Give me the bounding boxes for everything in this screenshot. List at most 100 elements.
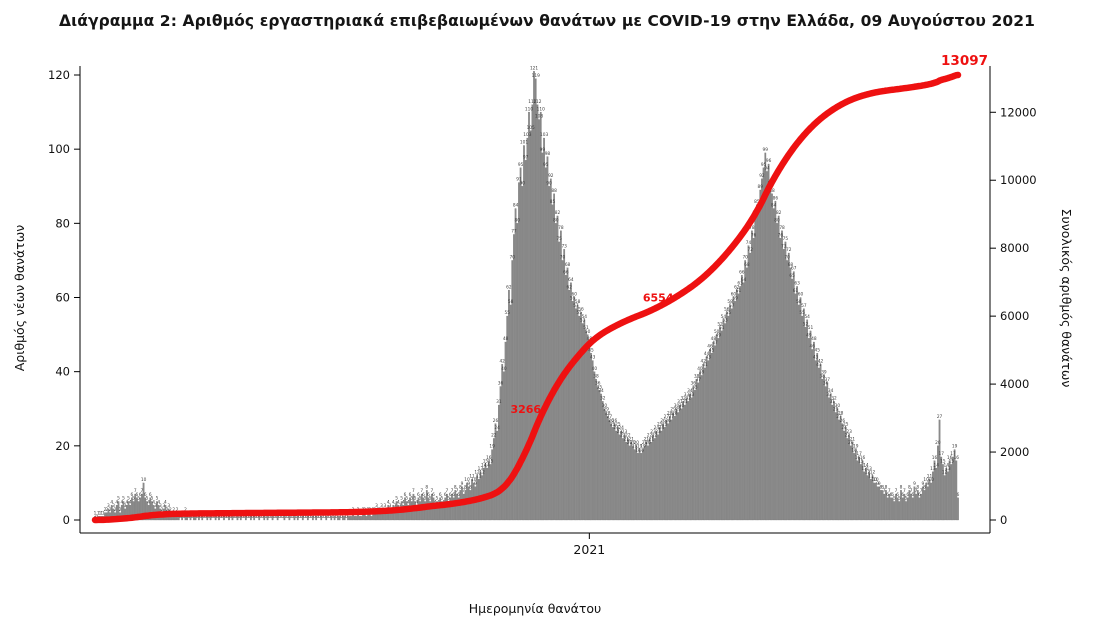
- bar-value-label: 30: [602, 403, 608, 409]
- bar-value-label: 6: [404, 492, 407, 498]
- bar-value-label: 58: [508, 299, 514, 305]
- bar-value-label: 5: [146, 496, 149, 502]
- right-tick-label: 8000: [1000, 241, 1029, 255]
- bar-value-label: 5: [414, 496, 417, 502]
- bar: [903, 493, 906, 521]
- bar-value-label: 41: [702, 362, 708, 368]
- bar: [695, 378, 698, 521]
- bar-value-label: 12: [865, 470, 871, 476]
- bar-value-label: 43: [813, 355, 819, 361]
- bar-value-label: 49: [806, 332, 812, 338]
- bar-value-label: 17: [856, 451, 862, 457]
- bar: [618, 434, 621, 521]
- bar: [690, 397, 693, 521]
- bar: [516, 223, 519, 521]
- bar-value-label: 10: [923, 477, 929, 483]
- bar-value-label: 5: [410, 496, 413, 502]
- bar-value-label: 9: [913, 481, 916, 487]
- bar: [499, 386, 502, 521]
- bar: [457, 497, 460, 521]
- bar: [441, 501, 443, 521]
- bar-value-label: 78: [558, 225, 564, 231]
- bar: [947, 471, 949, 521]
- bar: [846, 438, 849, 521]
- bar-value-label: 0: [243, 514, 246, 520]
- bar: [883, 493, 886, 521]
- bar-value-label: 16: [860, 455, 866, 461]
- bar-value-label: 8: [881, 485, 884, 491]
- bar: [514, 208, 517, 521]
- bar-value-label: 48: [811, 336, 817, 342]
- bar-value-label: 4: [407, 499, 410, 505]
- bar-value-label: 12: [942, 470, 948, 476]
- bar: [863, 471, 866, 521]
- bar: [761, 178, 763, 521]
- bar: [878, 486, 881, 521]
- bar-value-label: 52: [717, 321, 723, 327]
- bar-value-label: 23: [650, 429, 656, 435]
- bar-value-label: 16: [947, 455, 953, 461]
- bar-value-label: 52: [803, 321, 809, 327]
- bar-value-label: 32: [600, 396, 606, 402]
- bar-value-label: 73: [561, 243, 567, 249]
- bar: [861, 460, 864, 521]
- bar-value-label: 0: [273, 514, 276, 520]
- bar: [749, 252, 752, 521]
- bar-value-label: 28: [667, 410, 673, 416]
- bar: [358, 516, 361, 521]
- bar: [600, 393, 602, 521]
- bar-value-label: 63: [794, 281, 800, 287]
- bar-value-label: 4: [415, 499, 418, 505]
- bar: [747, 245, 750, 521]
- bar: [848, 434, 850, 521]
- bar-value-label: 59: [732, 295, 738, 301]
- bar: [526, 137, 529, 521]
- bar: [668, 416, 671, 521]
- bar-value-label: 5: [893, 496, 896, 502]
- bar-value-label: 7: [462, 488, 465, 494]
- bar-value-label: 31: [677, 399, 683, 405]
- bar-value-label: 0: [340, 514, 343, 520]
- bar: [824, 386, 827, 521]
- bar: [657, 434, 659, 521]
- bar: [868, 471, 871, 521]
- axes-group: [79, 66, 991, 534]
- bar-value-label: 0: [335, 514, 338, 520]
- bar-value-label: 3: [107, 503, 110, 509]
- bar: [266, 516, 269, 521]
- bar-value-label: 6: [957, 492, 960, 498]
- bar: [315, 516, 318, 521]
- bar-value-label: 7: [456, 488, 459, 494]
- bar-value-label: 48: [503, 336, 509, 342]
- bar: [576, 304, 579, 521]
- bar: [586, 334, 589, 521]
- bar-value-label: 5: [400, 496, 403, 502]
- left-tick-label: 80: [55, 216, 70, 230]
- bar: [606, 416, 609, 521]
- bar-value-label: 84: [513, 203, 519, 209]
- bar-value-label: 57: [573, 303, 579, 309]
- bar-value-label: 82: [776, 210, 782, 216]
- bar-value-label: 4: [110, 499, 113, 505]
- bar: [722, 319, 725, 521]
- bar-value-label: 41: [816, 362, 822, 368]
- bar-value-label: 74: [746, 240, 752, 246]
- bar-value-label: 2: [172, 507, 175, 513]
- bar-value-label: 6: [422, 492, 425, 498]
- bar: [932, 471, 934, 521]
- bar-value-label: 0: [251, 514, 254, 520]
- bar-value-label: 0: [305, 514, 308, 520]
- bar-value-label: 26: [840, 418, 846, 424]
- bar: [886, 497, 889, 521]
- bar: [603, 408, 606, 521]
- bar-value-label: 11: [927, 473, 933, 479]
- bar: [856, 460, 859, 521]
- bar: [504, 341, 507, 521]
- bar: [139, 497, 142, 521]
- bar-value-label: 2: [114, 507, 117, 513]
- bar: [539, 111, 542, 521]
- bar-value-label: 3: [384, 503, 387, 509]
- bar-value-label: 36: [690, 381, 696, 387]
- bar: [424, 501, 426, 521]
- bar: [593, 371, 596, 521]
